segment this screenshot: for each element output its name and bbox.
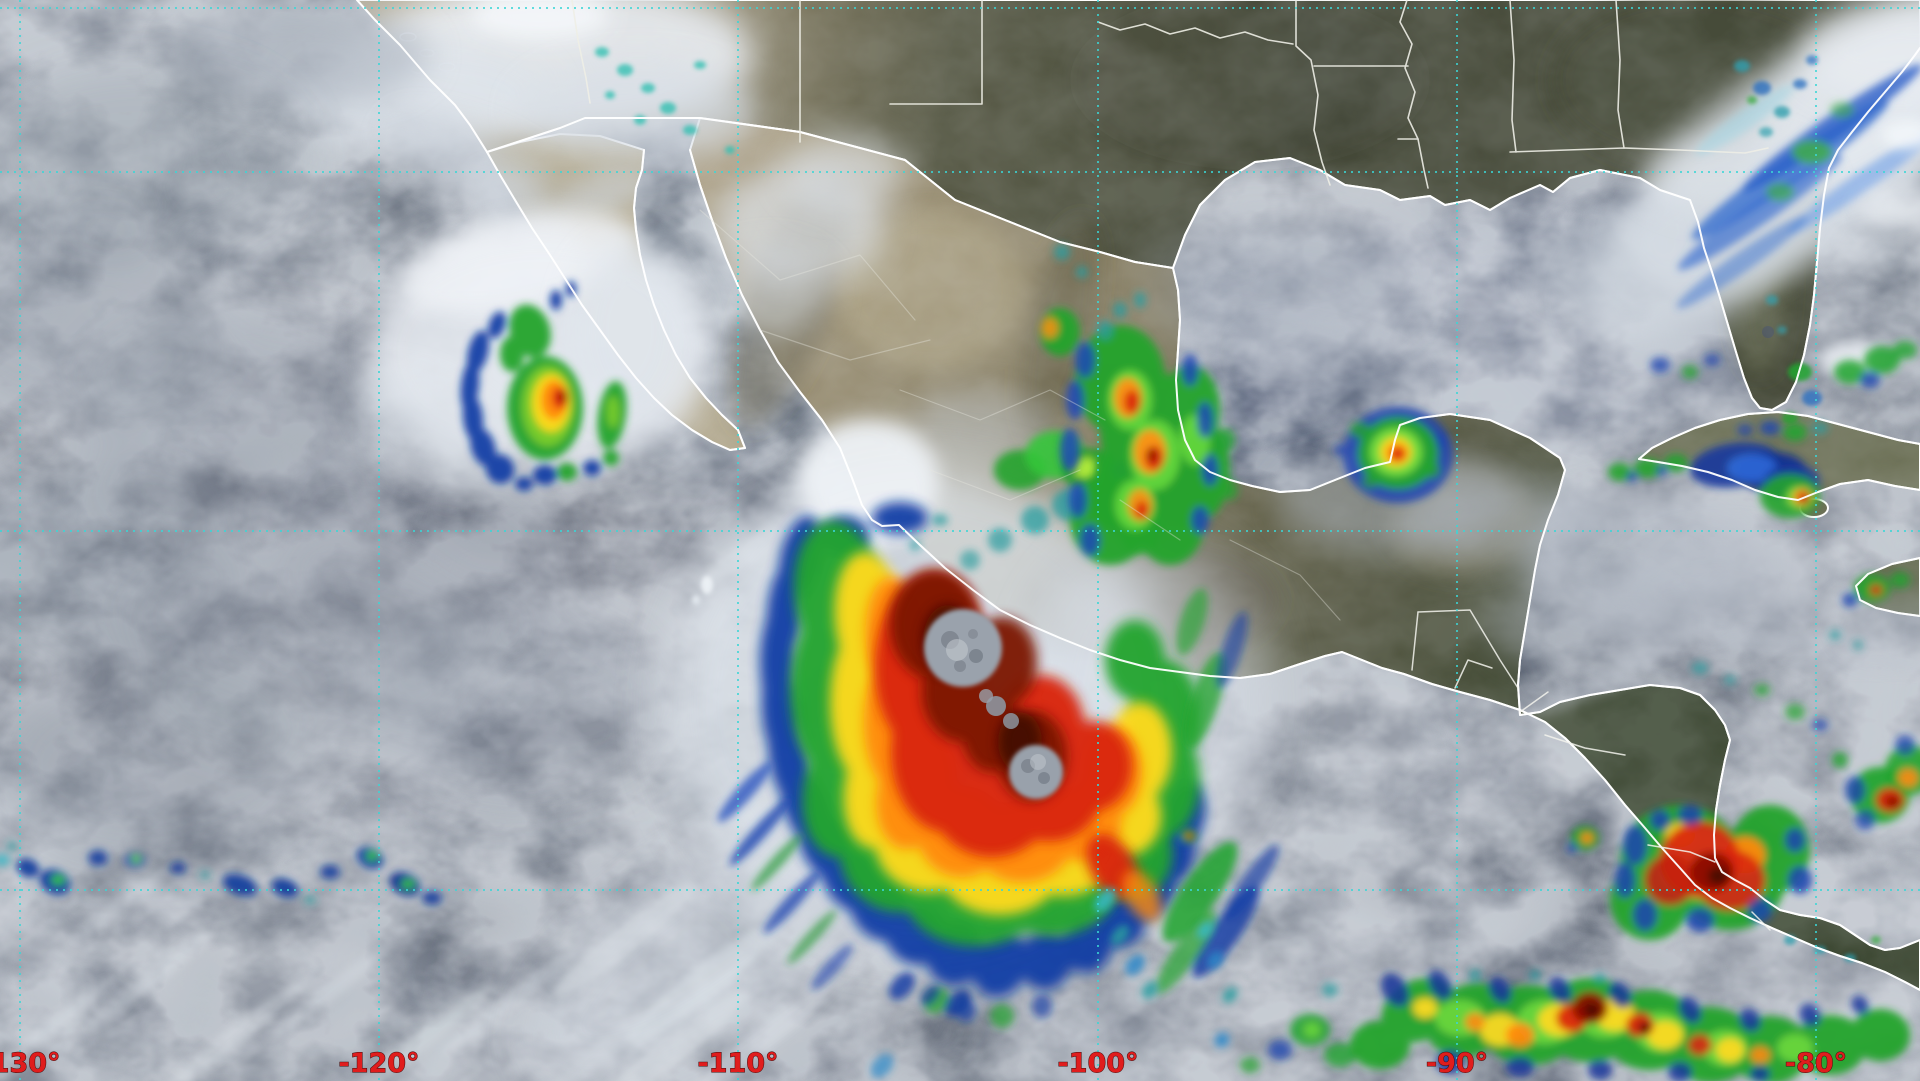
longitude-label: -130° — [0, 1048, 61, 1079]
showers-southwest-pacific — [0, 842, 442, 905]
us-state-borders — [571, 0, 1769, 189]
longitude-label: -100° — [1057, 1048, 1138, 1079]
longitude-label: -110° — [697, 1048, 778, 1079]
itcz-storm-band — [1094, 829, 1910, 1081]
southeast-us-cloud-specks — [1734, 55, 1818, 137]
mountain-cloud-specks — [595, 47, 735, 154]
central-america-borders — [1411, 609, 1771, 931]
thunderstorms-central-america-caribbean — [1567, 662, 1920, 940]
overshooting-top-large — [924, 609, 1002, 687]
south-florida-cells — [1766, 295, 1822, 424]
thunderstorms-near-hispaniola — [1829, 572, 1910, 650]
longitude-label: -120° — [338, 1048, 419, 1079]
jet-cloud-band-atlantic — [1578, 0, 1920, 378]
us-mexico-border — [486, 117, 1174, 269]
borders-layer — [356, 0, 1920, 991]
longitude-label: -90° — [1426, 1048, 1488, 1079]
graticule-labels-layer: -130° -120° -110° -100° -90° -80° — [0, 1048, 1848, 1080]
caribbean-cloud-mass — [1485, 490, 1920, 718]
thunderstorms-eastern-mexico — [1040, 244, 1238, 565]
cloud-mass-north-pacific — [170, 0, 760, 209]
mexico-state-borders — [699, 209, 1341, 621]
thunderstorms-cuba-caribbean — [1608, 341, 1917, 518]
storm-layer — [0, 47, 1920, 1081]
hurricane-west-of-baja — [460, 281, 627, 491]
longitude-label: -80° — [1785, 1048, 1847, 1079]
overshooting-top-small — [979, 689, 1063, 799]
hurricane-south-of-mexico-coast — [717, 502, 1280, 1079]
